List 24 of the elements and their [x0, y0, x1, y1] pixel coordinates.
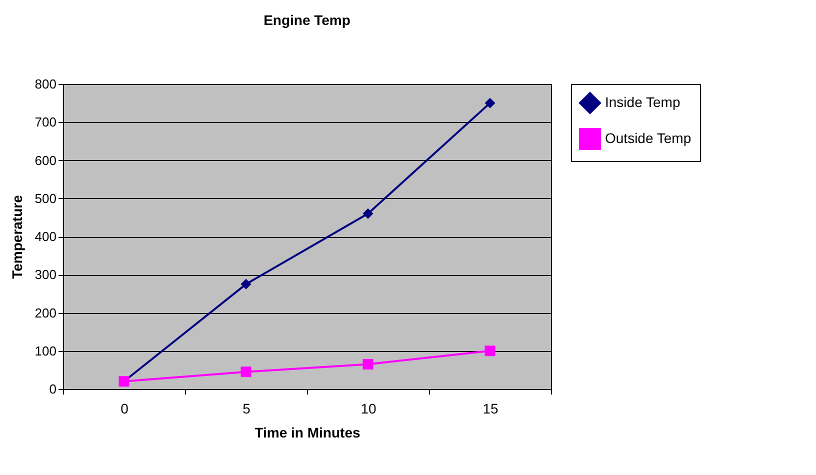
y-axis-title: Temperature [8, 194, 25, 279]
legend-label: Outside Temp [605, 130, 692, 146]
y-tick-label: 200 [34, 305, 56, 320]
point [362, 358, 374, 370]
y-tick-label: 300 [34, 267, 56, 282]
y-tick-label: 700 [34, 114, 56, 130]
y-tick-label: 800 [34, 76, 56, 92]
x-tick-label: 15 [482, 400, 498, 416]
point [362, 208, 374, 219]
point [484, 98, 496, 108]
x-axis-title: Time in Minutes [254, 424, 360, 440]
chart-title: Engine Temp [264, 12, 350, 28]
x-tick-label: 10 [360, 400, 376, 416]
y-tick-label: 500 [34, 190, 56, 206]
point [240, 366, 252, 378]
x-tick-label: 5 [242, 400, 251, 416]
point [484, 346, 496, 356]
legend-label: Inside Temp [605, 94, 680, 110]
y-tick-label: 100 [34, 343, 56, 358]
y-tick-label: 600 [34, 152, 56, 168]
point [240, 278, 252, 290]
y-tick-label: 400 [34, 229, 56, 244]
x-tick-label: 0 [120, 400, 129, 416]
y-tick-label: 0 [49, 382, 56, 396]
